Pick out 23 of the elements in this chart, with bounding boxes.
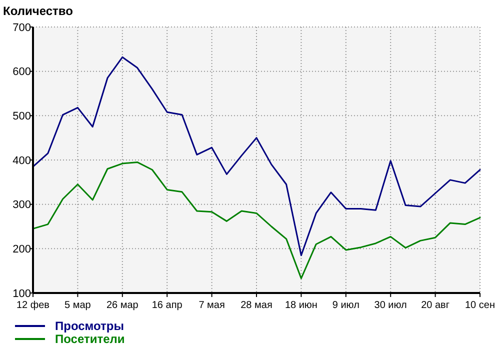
y-tick-label: 600 — [12, 66, 31, 78]
x-tick-label: 20 авг — [421, 300, 450, 311]
x-tick-label: 30 июл — [374, 300, 408, 311]
x-tick-label: 16 апр — [152, 300, 183, 311]
y-tick-label: 200 — [12, 244, 31, 256]
y-tick-label: 500 — [12, 110, 31, 123]
x-tick-label: 7 мая — [198, 300, 225, 311]
x-tick-label: 12 фев — [16, 300, 50, 311]
y-tick-label: 400 — [12, 154, 31, 167]
x-tick-label: 18 июн — [284, 300, 318, 311]
line-series — [32, 56, 481, 256]
x-tick-label: 9 июл — [332, 300, 360, 311]
legend-label: Просмотры — [55, 319, 124, 334]
x-tick-label: 5 мар — [64, 300, 92, 311]
y-tick-label: 100 — [12, 288, 31, 300]
legend-label: Посетители — [55, 332, 125, 346]
line-series — [32, 161, 481, 280]
chart-title: Количество — [3, 4, 73, 18]
y-tick-label: 300 — [12, 199, 31, 212]
x-tick-label: 10 сен — [465, 300, 495, 311]
x-tick-label: 26 мар — [106, 300, 139, 311]
y-tick-label: 700 — [12, 22, 31, 34]
x-tick-label: 28 мая — [240, 300, 272, 311]
